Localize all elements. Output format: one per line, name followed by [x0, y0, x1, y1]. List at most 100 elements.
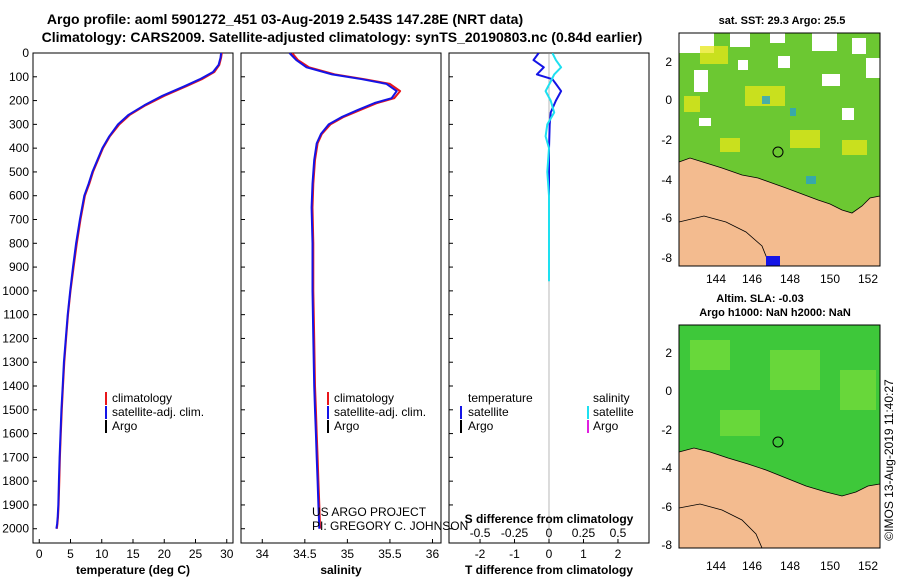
x-tick-label: 34 [256, 547, 270, 561]
project-annotation-line1: US ARGO PROJECT [312, 505, 427, 519]
svg-text:0: 0 [665, 384, 672, 398]
x-tick-label: 25 [189, 547, 203, 561]
svg-text:148: 148 [780, 272, 800, 286]
series-line-satellite-adj-clim- [55, 53, 223, 529]
depth-tick-label: 2000 [2, 522, 29, 536]
temperature-xlabel: temperature (deg C) [76, 563, 190, 577]
depth-tick-label: 300 [9, 117, 29, 131]
depth-tick-label: 1000 [2, 284, 29, 298]
figure-title-line1: Argo profile: aoml 5901272_451 03-Aug-20… [47, 11, 523, 27]
depth-tick-label: 200 [9, 94, 29, 108]
sla-map [678, 324, 881, 549]
legend-argo-label: Argo [334, 419, 360, 433]
x-top-tick-label: -0.25 [501, 526, 529, 540]
svg-text:152: 152 [858, 559, 878, 573]
x-tick-label: 0 [546, 547, 553, 561]
sla-map-frame [678, 324, 881, 549]
imos-timestamp: ©IMOS 13-Aug-2019 11:40:27 [882, 379, 896, 541]
salinity-plot [288, 53, 402, 529]
depth-tick-label: 1700 [2, 450, 29, 464]
depth-tick-label: 100 [9, 70, 29, 84]
svg-text:-2: -2 [661, 423, 672, 437]
x-top-tick-label: 0.25 [572, 526, 596, 540]
legend-s-satellite-label: satellite [593, 405, 634, 419]
legend-salinity-header: salinity [593, 391, 630, 405]
temperature-plot [55, 53, 223, 529]
sst-map-frame [678, 32, 881, 267]
x-tick-label: 0 [36, 547, 43, 561]
legend-s-argo-label: Argo [593, 419, 619, 433]
depth-tick-label: 400 [9, 141, 29, 155]
svg-text:-6: -6 [661, 500, 672, 514]
t-difference-xlabel: T difference from climatology [465, 563, 633, 577]
x-tick-label: 15 [126, 547, 140, 561]
depth-tick-label: 1200 [2, 331, 29, 345]
svg-text:144: 144 [706, 559, 726, 573]
x-tick-label: 35 [341, 547, 355, 561]
figure-title-line2: Climatology: CARS2009. Satellite-adjuste… [42, 29, 643, 45]
svg-text:148: 148 [780, 559, 800, 573]
legend-satellite-label: satellite-adj. clim. [112, 405, 204, 419]
x-tick-label: -1 [509, 547, 520, 561]
s-difference-xlabel: S difference from climatology [465, 512, 634, 526]
legend-argo-label: Argo [112, 419, 138, 433]
x-tick-label: 10 [95, 547, 109, 561]
sla-argo-location-marker [772, 436, 784, 448]
depth-tick-label: 1400 [2, 379, 29, 393]
series-line-climatology [291, 53, 402, 529]
svg-text:2: 2 [665, 346, 672, 360]
sla-axis-labels: 2 0 -2 -4 -6 -8 144 146 148 150 152 [661, 346, 878, 573]
svg-text:144: 144 [706, 272, 726, 286]
difference-plot [532, 53, 563, 543]
sla-map-title-line2: Argo h1000: NaN h2000: NaN [699, 307, 851, 319]
project-annotation-line2: PI: GREGORY C. JOHNSON [312, 519, 468, 533]
x-top-tick-label: 0 [546, 526, 553, 540]
sla-map-title-line1: Altim. SLA: -0.03 [716, 293, 803, 305]
svg-text:150: 150 [820, 272, 840, 286]
temperature-legend: climatology satellite-adj. clim. Argo [105, 391, 204, 433]
x-top-tick-label: 0.5 [610, 526, 627, 540]
svg-text:150: 150 [820, 559, 840, 573]
sst-map [678, 32, 881, 267]
depth-tick-label: 500 [9, 165, 29, 179]
x-tick-label: 35.5 [378, 547, 402, 561]
legend-temperature-header: temperature [468, 391, 533, 405]
svg-text:0: 0 [665, 93, 672, 107]
sla-light-patches [690, 340, 876, 436]
depth-tick-label: 1800 [2, 474, 29, 488]
legend-climatology-label: climatology [334, 391, 394, 405]
x-top-tick-label: -0.5 [470, 526, 491, 540]
series-line-climatology [55, 53, 223, 529]
x-tick-label: 5 [67, 547, 74, 561]
svg-text:-8: -8 [661, 251, 672, 265]
depth-tick-label: 1600 [2, 427, 29, 441]
difference-legend: temperature satellite Argo salinity sate… [460, 391, 634, 433]
x-tick-label: 36 [426, 547, 440, 561]
legend-t-satellite-label: satellite [468, 405, 509, 419]
legend-climatology-label: climatology [112, 391, 172, 405]
sst-map-title: sat. SST: 29.3 Argo: 25.5 [719, 15, 846, 27]
svg-text:-6: -6 [661, 211, 672, 225]
sst-argo-location-marker [772, 146, 784, 158]
x-tick-label: 1 [580, 547, 587, 561]
series-line-salinity-satellite [544, 53, 563, 282]
depth-tick-label: 1900 [2, 498, 29, 512]
series-line-satellite-adj-clim- [288, 53, 398, 529]
legend-t-argo-label: Argo [468, 419, 494, 433]
svg-text:146: 146 [742, 272, 762, 286]
sst-warm-patches [684, 46, 867, 155]
sst-axis-labels: 2 0 -2 -4 -6 -8 144 146 148 150 152 [661, 55, 878, 286]
temperature-panel-frame [32, 52, 234, 544]
salinity-xlabel: salinity [320, 563, 362, 577]
salinity-panel-frame [240, 52, 442, 544]
x-tick-label: 30 [220, 547, 234, 561]
depth-tick-label: 800 [9, 236, 29, 250]
depth-tick-label: 1500 [2, 403, 29, 417]
x-tick-label: 2 [615, 547, 622, 561]
depth-tick-label: 0 [22, 46, 29, 60]
depth-tick-label: 600 [9, 189, 29, 203]
depth-tick-label: 700 [9, 213, 29, 227]
x-axes-ticks: 0 5 10 15 20 25 30 34 34.5 35 35.5 36 -2 -1 0 1 2 -0.5 -0.… [36, 526, 627, 561]
series-line-temperature-satellite [532, 53, 563, 244]
